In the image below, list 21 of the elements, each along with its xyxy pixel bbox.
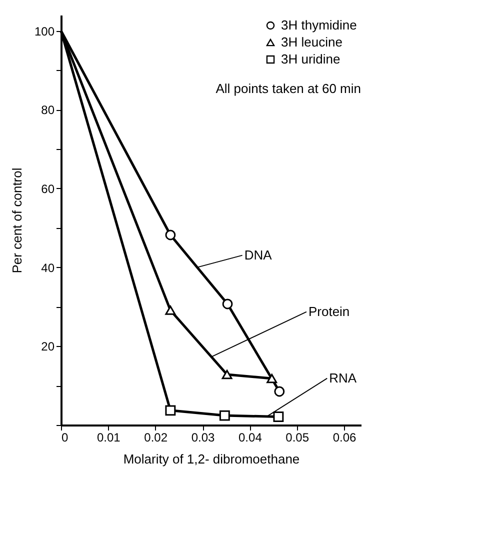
annotation: DNA [244,247,272,262]
y-axis-title: Per cent of control [9,168,24,274]
y-tick-label: 100 [34,24,55,38]
y-tick-label: 80 [41,103,55,118]
x-tick-label: 0.03 [191,430,216,444]
annotation: All points taken at 60 min [216,81,361,96]
x-tick-label: 0.05 [286,430,310,444]
x-tick-label: 0.02 [144,430,168,444]
x-tick-label: 0.06 [332,430,357,444]
y-tick-label: 20 [41,340,55,354]
x-tick-label: 0.01 [96,430,121,444]
x-tick-label: 0.04 [238,430,262,444]
legend-label: 3H uridine [281,52,340,66]
x-tick-label: 0 [62,430,68,444]
y-tick-label: 60 [41,182,55,196]
annotation: Protein [308,304,350,319]
legend-label: 3H leucine [281,34,342,50]
annotation: RNA [329,370,357,386]
legend-label: 3H thymidine [281,18,357,32]
x-axis-title: Molarity of 1,2- dibromoethane [123,452,300,466]
y-tick-label: 40 [41,260,55,275]
